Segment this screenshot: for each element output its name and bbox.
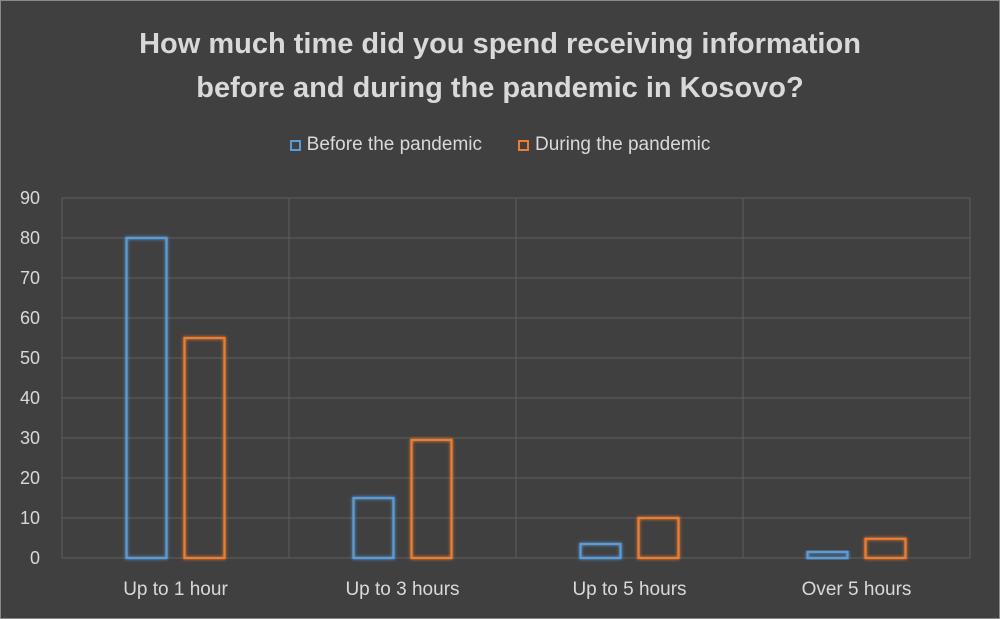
y-tick-label: 40 bbox=[20, 388, 40, 408]
legend-item-during: During the pandemic bbox=[518, 134, 710, 156]
chart-legend: Before the pandemic During the pandemic bbox=[0, 134, 1000, 156]
y-tick-label: 10 bbox=[20, 508, 40, 528]
bar-before-1 bbox=[352, 496, 395, 560]
bar-during-2 bbox=[637, 516, 680, 560]
legend-item-before: Before the pandemic bbox=[289, 134, 482, 156]
y-tick-label: 0 bbox=[30, 548, 40, 568]
y-tick-label: 60 bbox=[20, 308, 40, 328]
chart-title: How much time did you spend receiving in… bbox=[0, 22, 1000, 110]
x-category-label: Over 5 hours bbox=[802, 579, 912, 600]
bar-before-0 bbox=[125, 236, 168, 560]
bar-before-2 bbox=[579, 542, 622, 560]
y-tick-label: 50 bbox=[20, 348, 40, 368]
y-tick-label: 90 bbox=[20, 188, 40, 208]
y-tick-label: 20 bbox=[20, 468, 40, 488]
x-category-label: Up to 1 hour bbox=[123, 579, 228, 600]
bar-during-3 bbox=[864, 537, 907, 560]
legend-label-before: Before the pandemic bbox=[306, 134, 482, 155]
x-category-label: Up to 5 hours bbox=[572, 579, 686, 600]
chart-title-line-2: before and during the pandemic in Kosovo… bbox=[196, 72, 804, 104]
bar-before-3 bbox=[806, 550, 849, 560]
y-tick-label: 80 bbox=[20, 228, 40, 248]
bar-during-1 bbox=[410, 438, 453, 560]
legend-swatch-before bbox=[289, 139, 301, 151]
x-category-label: Up to 3 hours bbox=[345, 579, 459, 600]
y-tick-label: 30 bbox=[20, 428, 40, 448]
legend-swatch-during bbox=[518, 139, 529, 151]
bar-during-0 bbox=[183, 336, 226, 560]
y-tick-label: 70 bbox=[20, 268, 40, 288]
chart-title-line-1: How much time did you spend receiving in… bbox=[139, 28, 861, 60]
legend-label-during: During the pandemic bbox=[535, 134, 711, 155]
